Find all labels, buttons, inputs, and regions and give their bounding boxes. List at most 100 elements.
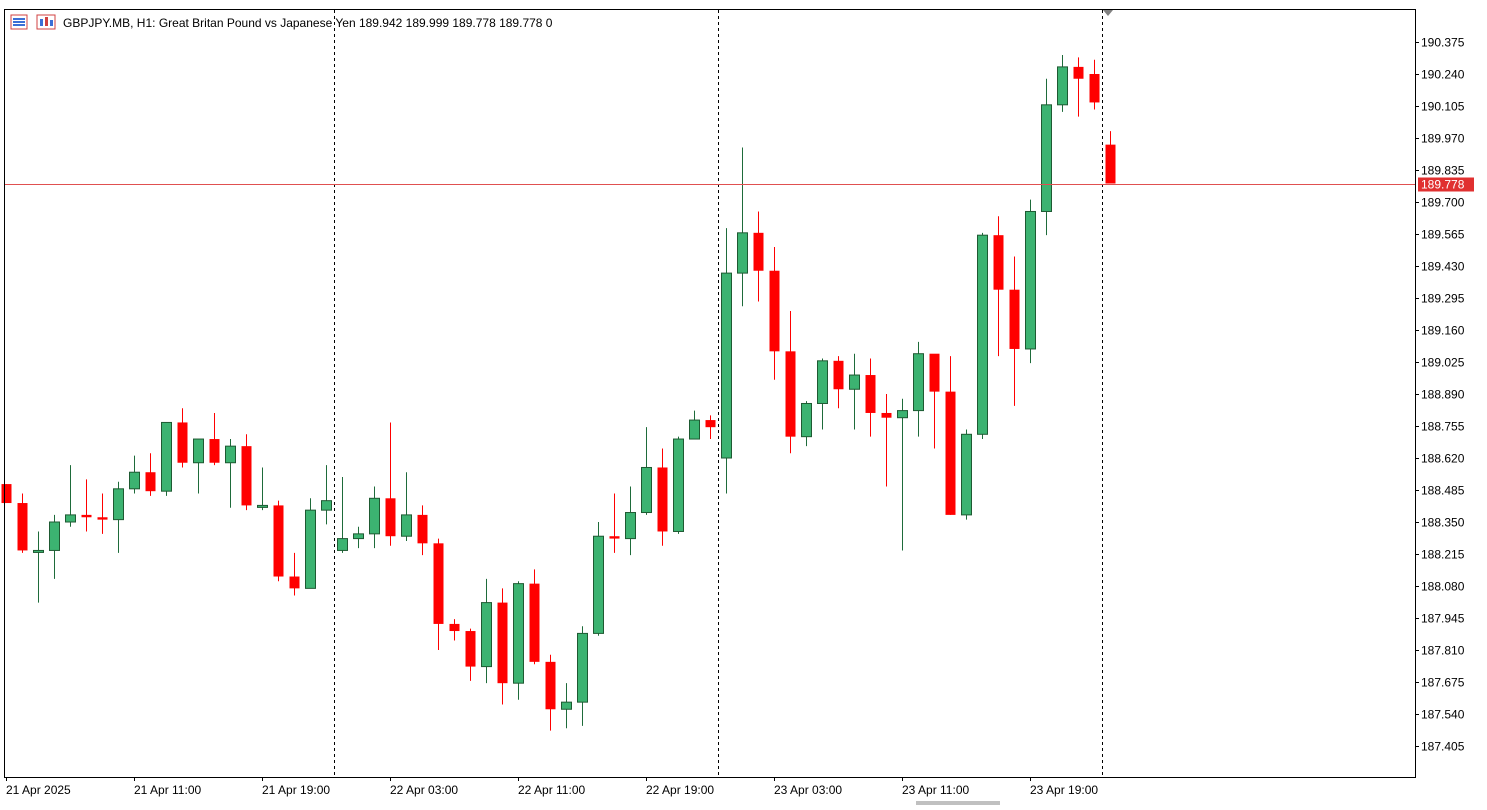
candle[interactable] <box>593 522 604 636</box>
candle[interactable] <box>993 216 1004 357</box>
candle-body <box>785 351 796 437</box>
candle[interactable] <box>337 476 348 553</box>
candle[interactable] <box>417 505 428 556</box>
y-tick-label: 188.485 <box>1421 484 1465 498</box>
candle[interactable] <box>1009 256 1020 406</box>
candle[interactable] <box>913 341 924 437</box>
candle[interactable] <box>833 356 844 409</box>
candle-body <box>929 353 940 392</box>
x-tick-label: 22 Apr 19:00 <box>646 783 714 797</box>
candle-body <box>769 270 780 352</box>
trade-panel-icon[interactable] <box>10 14 28 30</box>
candle-body <box>673 438 684 532</box>
candle[interactable] <box>401 472 412 541</box>
candle[interactable] <box>705 415 716 440</box>
scroll-indicator[interactable] <box>916 801 1000 805</box>
candle[interactable] <box>1073 57 1084 117</box>
candle-body <box>257 504 268 508</box>
candle[interactable] <box>625 486 636 556</box>
candle[interactable] <box>353 526 364 549</box>
candle[interactable] <box>817 358 828 430</box>
candle[interactable] <box>513 581 524 700</box>
time-axis[interactable]: 21 Apr 2025 21 Apr 11:00 21 Apr 19:00 22 Ap… <box>6 777 1098 797</box>
y-tick-label: 190.105 <box>1421 100 1465 114</box>
candle[interactable] <box>17 493 28 553</box>
chart-mode-icon[interactable] <box>36 14 56 30</box>
candle[interactable] <box>481 578 492 684</box>
x-tick-label: 22 Apr 11:00 <box>518 783 585 797</box>
candle[interactable] <box>673 436 684 534</box>
price-axis[interactable]: 190.375190.240190.105189.970189.835189.7… <box>1415 36 1465 754</box>
candle[interactable] <box>753 211 764 302</box>
candle[interactable] <box>529 569 540 665</box>
candle[interactable] <box>193 438 204 494</box>
candle[interactable] <box>897 398 908 551</box>
candle[interactable] <box>273 500 284 582</box>
candle[interactable] <box>97 493 108 534</box>
candle[interactable] <box>81 479 92 532</box>
candle[interactable] <box>609 493 620 553</box>
candle[interactable] <box>289 552 300 596</box>
y-tick-label: 187.810 <box>1421 644 1465 658</box>
candle[interactable] <box>433 538 444 650</box>
candle[interactable] <box>961 429 972 520</box>
candle[interactable] <box>785 311 796 454</box>
candle[interactable] <box>977 232 988 440</box>
candle[interactable] <box>545 654 556 731</box>
candle[interactable] <box>1089 59 1100 110</box>
candle[interactable] <box>177 408 188 468</box>
chart-shift-marker[interactable] <box>1103 10 1113 16</box>
candle[interactable] <box>849 353 860 430</box>
candle[interactable] <box>1105 131 1116 184</box>
candle-body <box>1073 66 1084 79</box>
candle-body <box>625 512 636 540</box>
candle[interactable] <box>497 588 508 705</box>
candle[interactable] <box>737 147 748 307</box>
candle[interactable] <box>241 434 252 511</box>
candle[interactable] <box>1 484 12 504</box>
candle[interactable] <box>369 486 380 549</box>
candle[interactable] <box>945 356 956 515</box>
candle[interactable] <box>113 481 124 553</box>
candle[interactable] <box>385 422 396 546</box>
candle[interactable] <box>449 619 460 641</box>
candle[interactable] <box>577 626 588 726</box>
candle-body <box>705 420 716 428</box>
candle[interactable] <box>689 410 700 440</box>
candle[interactable] <box>561 683 572 729</box>
candle[interactable] <box>721 228 732 494</box>
candle-body <box>529 583 540 662</box>
candle[interactable] <box>657 448 668 546</box>
candle[interactable] <box>321 465 332 525</box>
candle[interactable] <box>49 514 60 579</box>
candle[interactable] <box>33 531 44 603</box>
candle[interactable] <box>145 453 156 496</box>
candle[interactable] <box>801 401 812 447</box>
candle-body <box>273 505 284 577</box>
candle[interactable] <box>225 439 236 508</box>
candle[interactable] <box>129 455 140 494</box>
candle-body <box>225 445 236 464</box>
candle[interactable] <box>929 353 940 449</box>
candle[interactable] <box>1057 55 1068 112</box>
candle[interactable] <box>1041 78 1052 236</box>
candle[interactable] <box>769 247 780 380</box>
candle[interactable] <box>865 358 876 437</box>
candle-body <box>993 235 1004 290</box>
candle[interactable] <box>305 498 316 589</box>
candle[interactable] <box>209 412 220 466</box>
candle[interactable] <box>641 427 652 515</box>
candle[interactable] <box>257 467 268 511</box>
y-tick-label: 189.970 <box>1421 132 1465 146</box>
y-tick-label: 188.080 <box>1421 580 1465 594</box>
candle[interactable] <box>1025 199 1036 364</box>
candle[interactable] <box>881 394 892 487</box>
candle[interactable] <box>465 628 476 681</box>
candle-body <box>417 514 428 544</box>
candle[interactable] <box>65 465 76 527</box>
candle-body <box>113 488 124 521</box>
plot-frame <box>4 9 1416 778</box>
candle[interactable] <box>161 421 172 496</box>
